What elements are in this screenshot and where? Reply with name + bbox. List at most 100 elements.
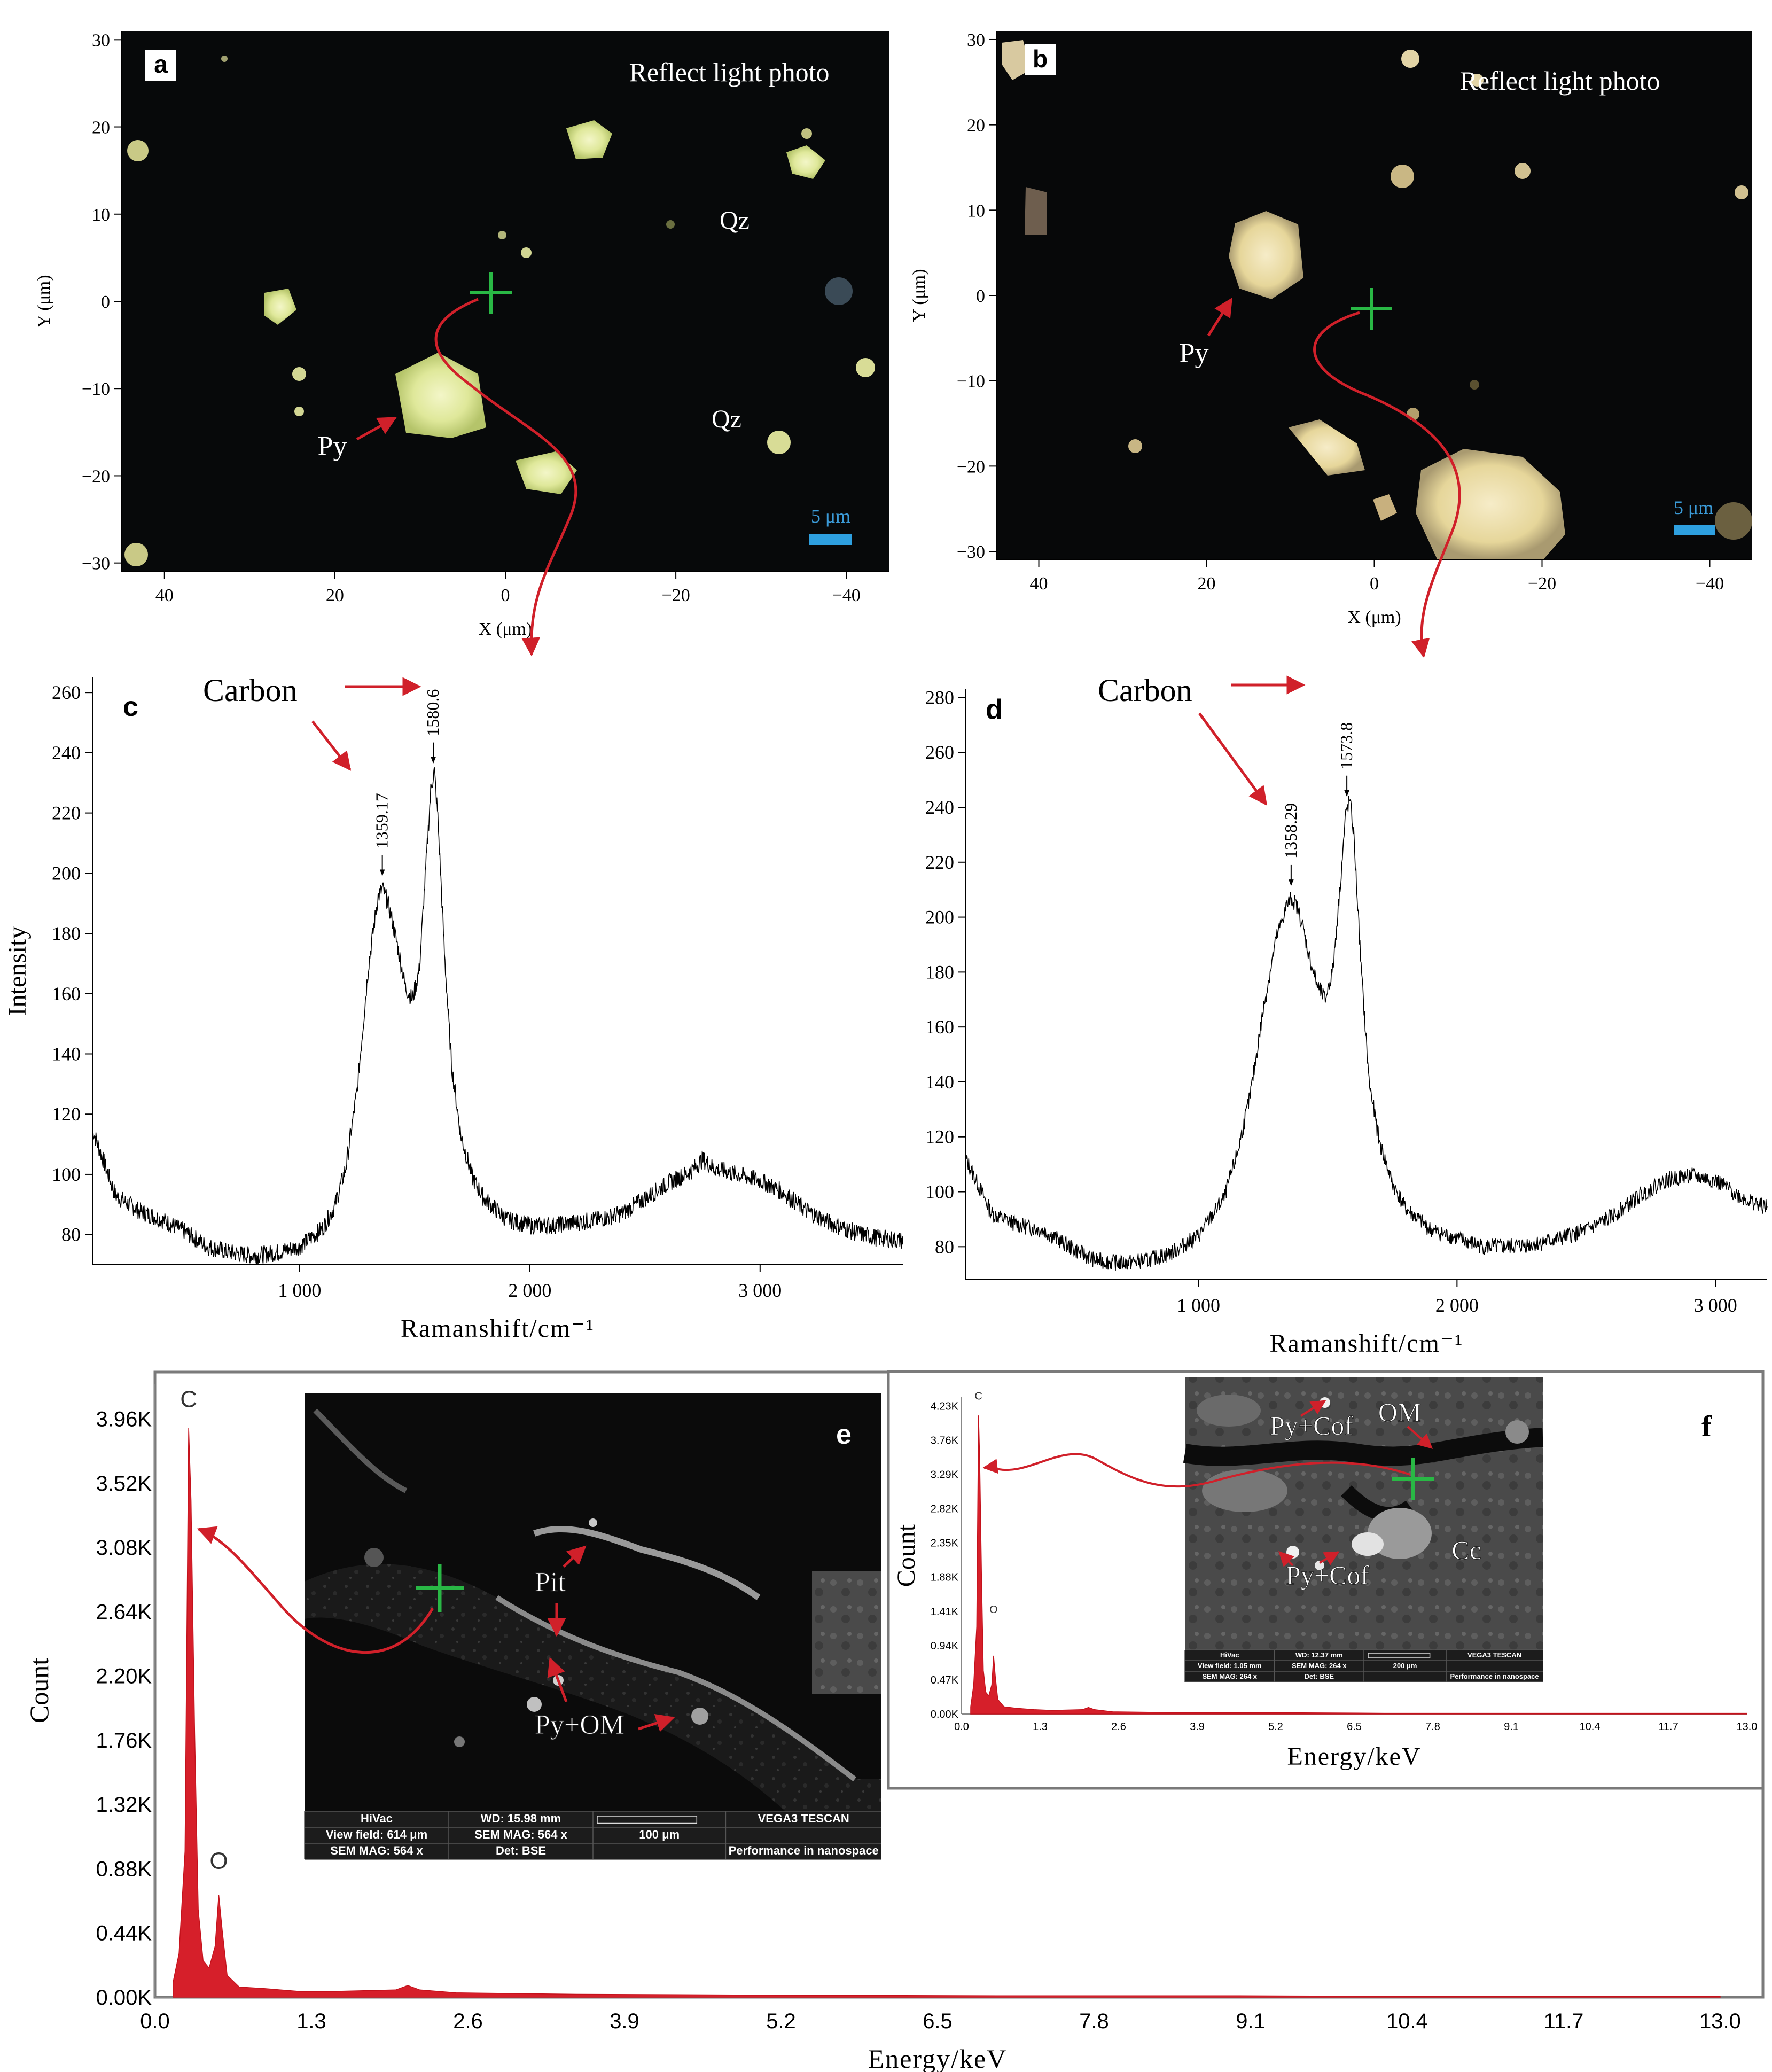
x-tick-label: 3.9: [610, 2009, 639, 2033]
y-tick-label: 3.52K: [96, 1472, 152, 1495]
panel-f-pycof1-arrow: [1300, 1400, 1326, 1417]
y-tick-label: 2.64K: [96, 1600, 152, 1624]
panel-c-annotation: Carbon: [203, 673, 298, 708]
panel-e-target-cross: [416, 1564, 464, 1612]
y-tick-label: 140: [925, 1071, 954, 1093]
sem-databar-text: SEM MAG: 264 x: [1202, 1672, 1257, 1680]
panel-e-chart: 0.0 1.3 2.6 3.9 5.2 6.5 7.8 9.1 10.4 11.7 13.00.00…: [24, 1384, 1741, 2072]
x-tick-label: 3 000: [1694, 1295, 1737, 1316]
y-tick-label: −30: [957, 542, 985, 562]
panel-e: 0.0 1.3 2.6 3.9 5.2 6.5 7.8 9.1 10.4 11.7 13.00.00…: [24, 1370, 1765, 2072]
sem-databar-text: Det: BSE: [1304, 1672, 1334, 1680]
sem-databar-text: SEM MAG: 564 x: [474, 1828, 567, 1841]
x-tick-label: 20: [326, 586, 344, 605]
sem-databar-text: WD: 12.37 mm: [1295, 1651, 1343, 1659]
y-tick-label: −20: [82, 466, 110, 486]
sem-databar-text: Performance in nanospace: [729, 1844, 879, 1857]
spectrum-line: [92, 767, 903, 1265]
y-tick-label: 2.35K: [931, 1538, 959, 1549]
y-tick-label: 280: [925, 687, 954, 708]
y-tick-label: 3.08K: [96, 1536, 152, 1560]
panel-a-letter: a: [154, 50, 168, 78]
sem-databar-text: View field: 614 μm: [326, 1828, 427, 1841]
sem-databar-text: 100 μm: [639, 1828, 680, 1841]
panel-e-pyom-arrow2: [638, 1714, 675, 1732]
panel-b-py-arrow: [1207, 298, 1233, 337]
eds-spectrum: [173, 1427, 1721, 1998]
x-axis-title: Ramanshift/cm⁻¹: [401, 1314, 595, 1343]
x-tick-label: −40: [832, 586, 861, 605]
panel-f-om-arrow: [1407, 1426, 1433, 1449]
y-tick-label: 4.23K: [931, 1400, 959, 1412]
y-tick-label: 100: [52, 1164, 81, 1185]
panel-d-chart: 1 000 2 000 3 000 80 100 120 140 160 180 200 220 24…: [925, 687, 1768, 1358]
sem-databar-text: VEGA3 TESCAN: [758, 1812, 849, 1825]
x-tick-label: 13.0: [1699, 2009, 1741, 2033]
panel-e-connector: [197, 1526, 434, 1654]
panel-e-pyom-arrow1: [547, 1657, 568, 1702]
panel-a-to-c-connector: [434, 298, 577, 657]
panel-b-photo: [997, 31, 1752, 560]
peak-label: O: [989, 1604, 998, 1616]
y-tick-label: 0.94K: [931, 1640, 959, 1652]
x-axis-title: X (μm): [1347, 607, 1401, 627]
sem-databar-text: HiVac: [361, 1812, 393, 1825]
panel-a-label-qz2: Qz: [712, 405, 741, 433]
y-tick-label: 3.96K: [96, 1408, 152, 1431]
x-axis-title: X (μm): [479, 619, 532, 639]
y-tick-label: 1.41K: [931, 1606, 959, 1618]
panel-f-sem-image: [1183, 1377, 1544, 1650]
panel-f-label-om: OM: [1378, 1397, 1422, 1427]
x-tick-label: 2 000: [508, 1280, 551, 1301]
y-tick-label: 20: [92, 118, 110, 138]
panel-e-label-pit: Pit: [535, 1567, 566, 1598]
panel-a-scale-label: 5 μm: [811, 505, 850, 527]
x-tick-label: 6.5: [1347, 1721, 1362, 1733]
x-tick-label: 5.2: [1268, 1721, 1283, 1733]
x-tick-label: 2.6: [453, 2009, 483, 2033]
y-tick-label: 80: [61, 1224, 81, 1245]
y-tick-label: 0.44K: [96, 1922, 152, 1945]
x-tick-label: 7.8: [1079, 2009, 1109, 2033]
x-tick-label: 9.1: [1236, 2009, 1266, 2033]
y-tick-label: 2.20K: [96, 1665, 152, 1688]
sem-databar-text: Performance in nanospace: [1450, 1672, 1539, 1680]
panel-f-target-cross: [1392, 1458, 1434, 1500]
peak-label: 1573.8: [1337, 722, 1356, 769]
panel-f-letter: f: [1701, 1410, 1712, 1443]
x-tick-label: 0: [501, 586, 510, 605]
sem-databar-text: SEM MAG: 564 x: [330, 1844, 423, 1857]
panel-a-axes: 40 20 0 −20 −40 30 20 10 0 −10 −20 −30 X (μm) Y (μm): [34, 30, 889, 639]
panel-c-letter: c: [123, 691, 138, 722]
panel-e-pit-arrow1: [563, 1545, 587, 1568]
panel-e-letter: e: [836, 1419, 852, 1450]
y-tick-label: 0.47K: [931, 1674, 959, 1686]
x-tick-label: 11.7: [1658, 1721, 1678, 1733]
panel-d-letter: d: [986, 694, 1003, 725]
y-tick-label: 20: [967, 116, 985, 136]
panel-b-label-py: Py: [1180, 338, 1209, 369]
y-tick-label: 200: [52, 862, 81, 884]
panel-a-photo: [122, 31, 889, 572]
sem-scale-ruler: [1368, 1653, 1431, 1658]
eds-spectrum: [970, 1415, 1747, 1715]
panel-b-caption: Reflect light photo: [1460, 66, 1660, 96]
x-tick-label: 1.3: [296, 2009, 326, 2033]
y-tick-label: 180: [52, 923, 81, 944]
y-tick-label: −20: [957, 457, 985, 477]
panel-b-scale-label: 5 μm: [1674, 497, 1713, 518]
x-tick-label: 10.4: [1386, 2009, 1428, 2033]
x-tick-label: 3 000: [738, 1280, 782, 1301]
y-tick-label: 120: [52, 1103, 81, 1125]
x-tick-label: 0: [1370, 574, 1379, 594]
peak-label: C: [974, 1390, 982, 1402]
y-tick-label: 0: [101, 292, 110, 312]
y-tick-label: 220: [52, 803, 81, 824]
x-tick-label: 13.0: [1737, 1721, 1758, 1733]
x-axis-title: Energy/keV: [1287, 1742, 1421, 1771]
y-tick-label: 160: [52, 983, 81, 1004]
panel-e-label-pyom: Py+OM: [535, 1710, 625, 1740]
y-tick-label: 1.76K: [96, 1729, 152, 1752]
panel-a-label-py: Py: [318, 431, 347, 462]
panel-e-sem-image: [305, 1393, 881, 1826]
